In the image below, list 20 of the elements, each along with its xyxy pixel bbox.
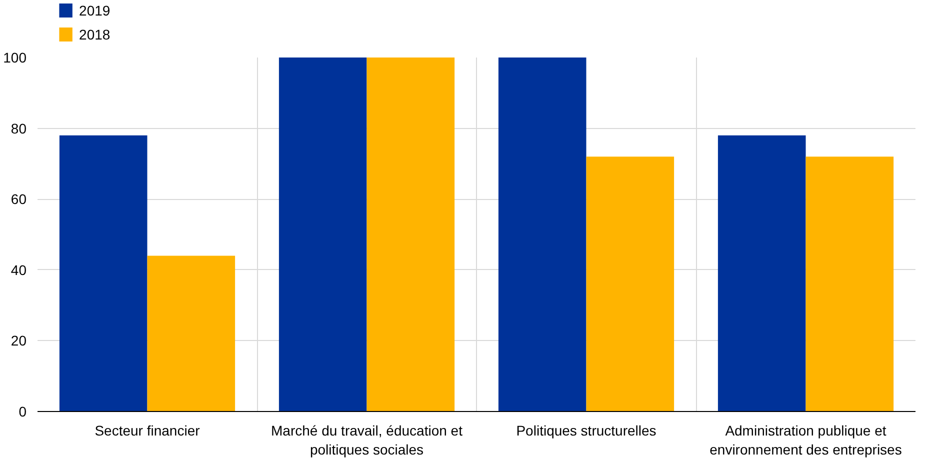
bar <box>718 135 806 412</box>
legend-label: 2018 <box>79 26 110 42</box>
y-tick-label: 80 <box>10 120 27 136</box>
y-tick-label: 100 <box>3 50 27 66</box>
y-tick-label: 40 <box>10 262 27 278</box>
x-tick-label: Secteur financier <box>94 422 200 438</box>
bar <box>498 58 586 412</box>
bar <box>59 135 148 412</box>
y-tick-label: 60 <box>10 191 27 208</box>
bar <box>366 58 455 412</box>
x-tick-label: Politiques structurelles <box>516 422 656 438</box>
bar <box>147 256 236 412</box>
bar <box>806 156 894 412</box>
bar <box>586 156 674 412</box>
x-tick-label: Administration publique et environnement des entreprises <box>710 422 902 458</box>
y-tick-label: 20 <box>10 332 27 349</box>
x-tick-label: Marché du travail, éducation et politiques sociales <box>271 422 463 458</box>
y-tick-label: 0 <box>18 404 27 420</box>
bar <box>278 58 367 412</box>
legend-label: 2019 <box>79 2 110 18</box>
